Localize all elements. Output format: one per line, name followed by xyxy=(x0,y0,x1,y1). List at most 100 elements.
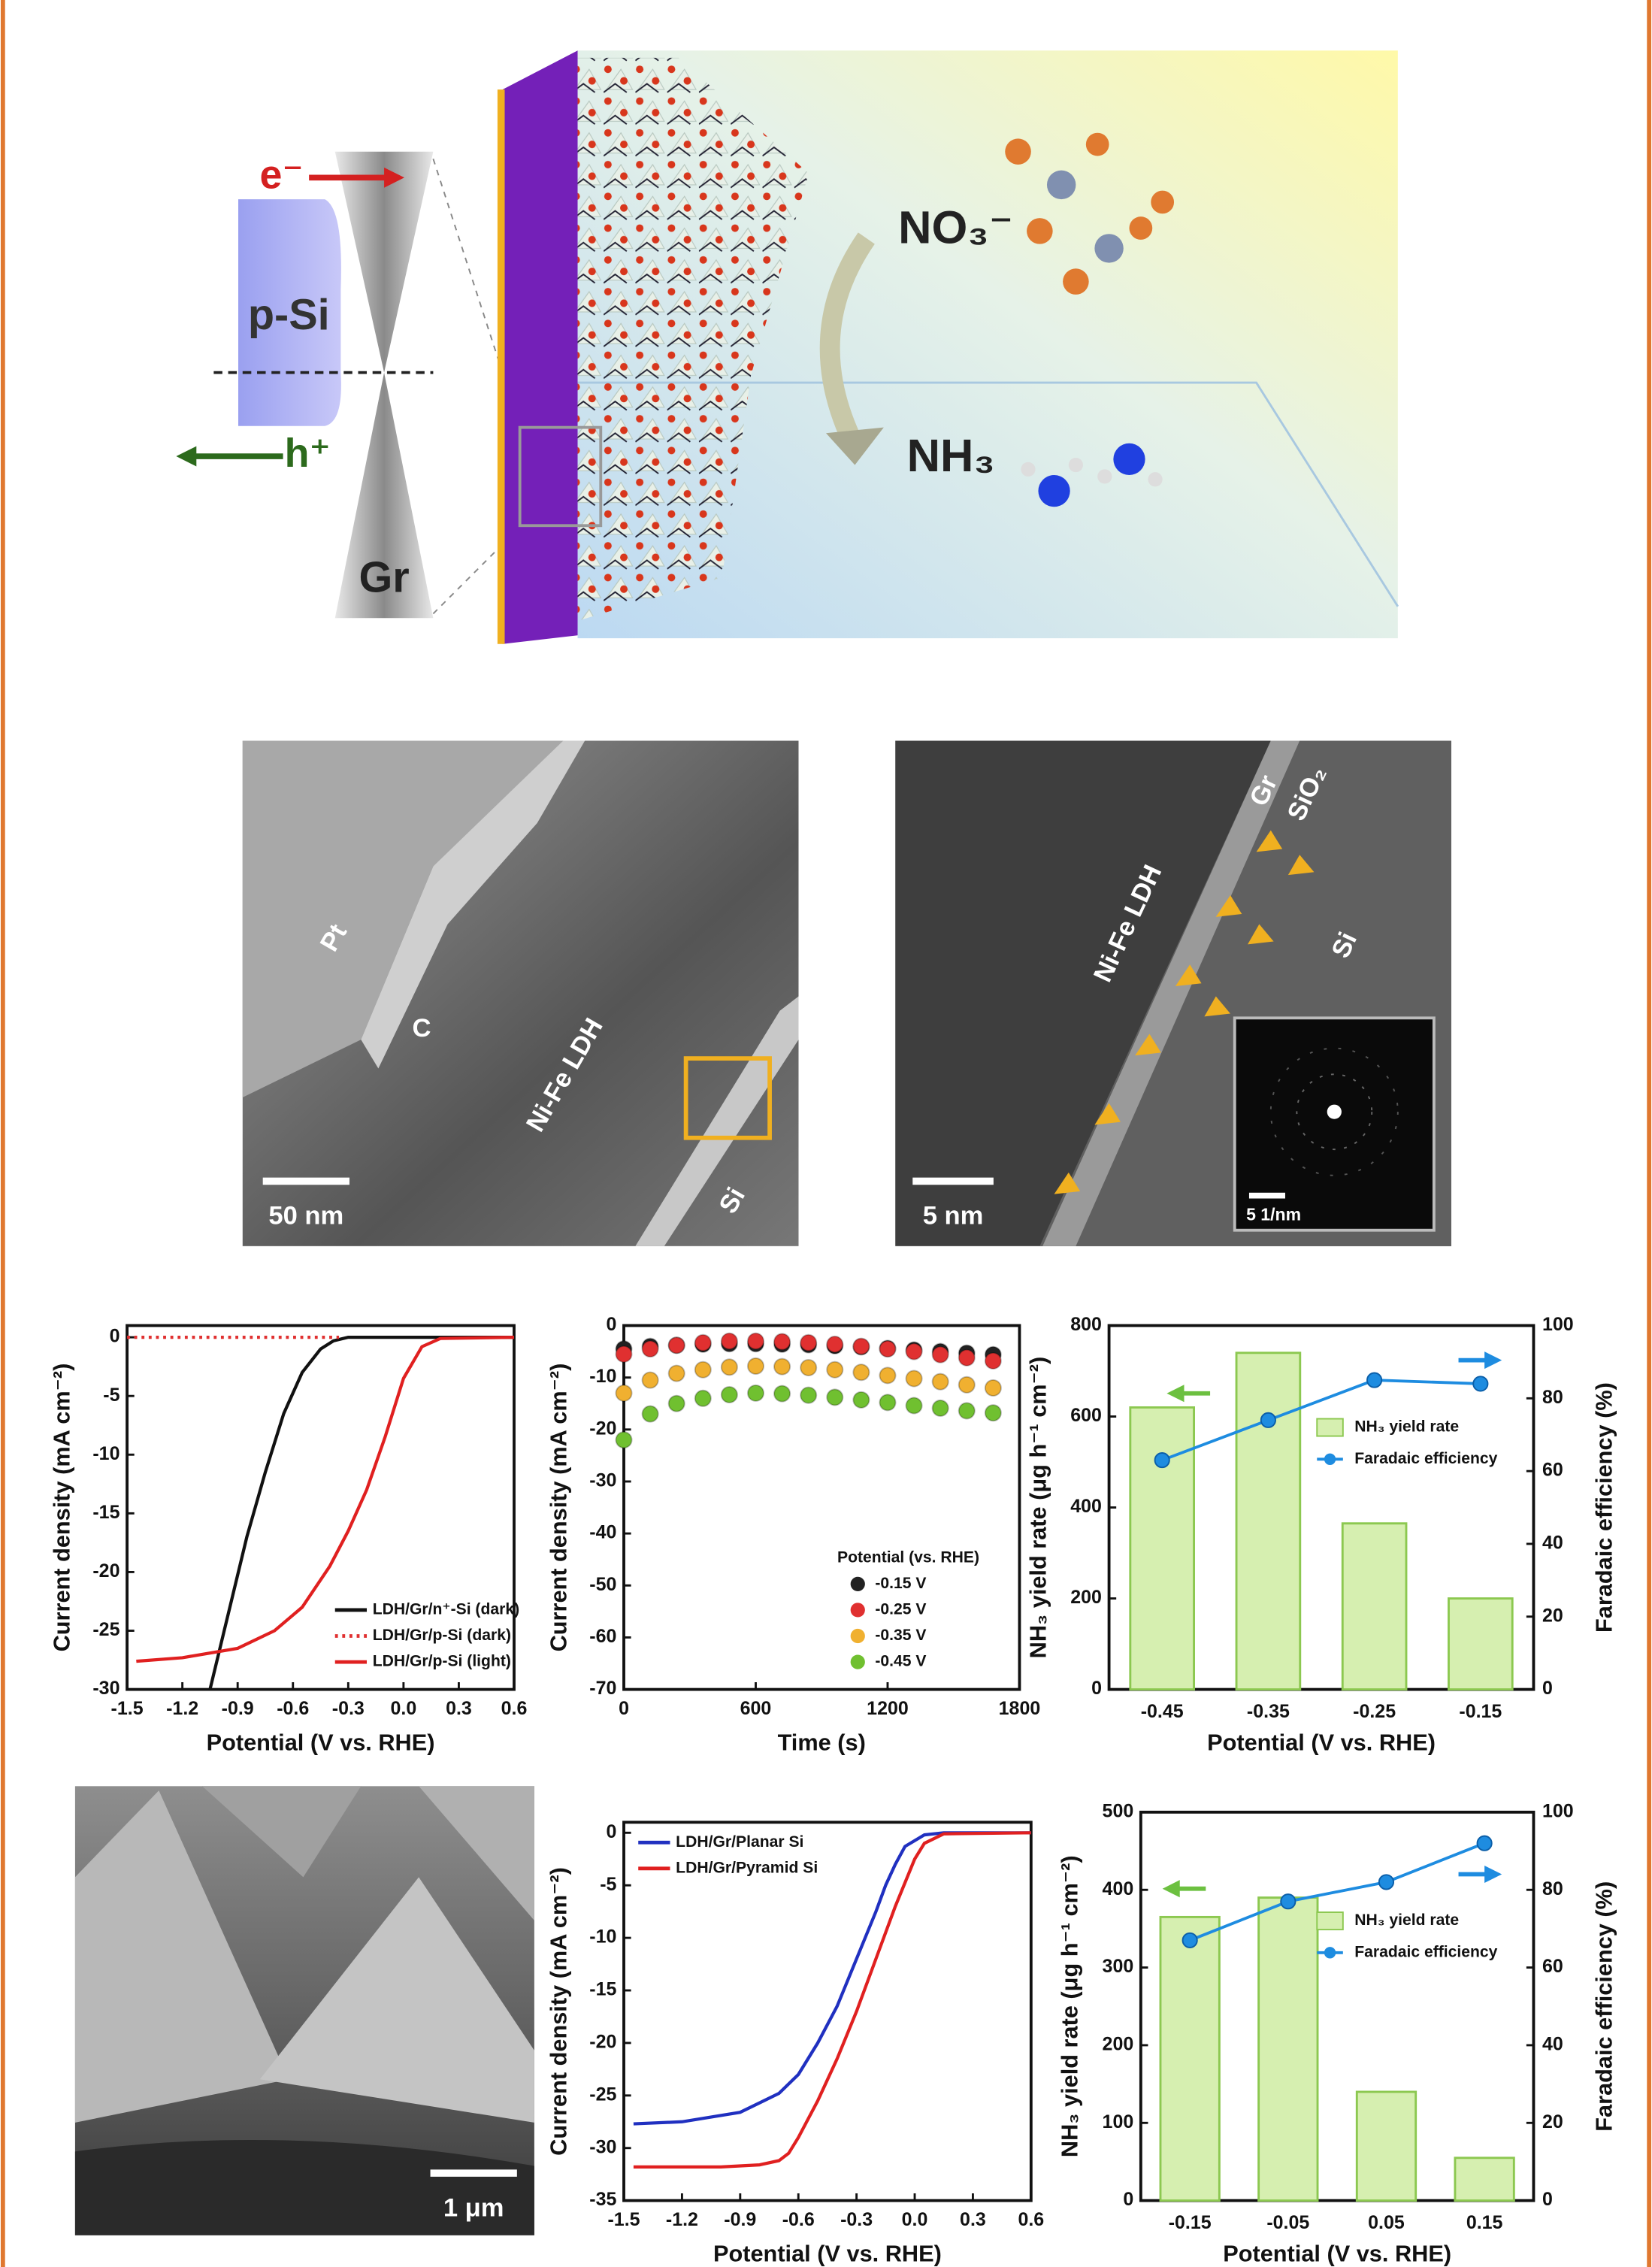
x-tick-label: 0 xyxy=(619,1698,629,1719)
plot-frame xyxy=(624,1822,1031,2200)
schematic: e⁻ h⁺ p-Si Gr NO₃⁻ NH₃ xyxy=(176,50,1397,644)
scatter-point xyxy=(722,1359,737,1375)
y-tick-label: 100 xyxy=(1103,2111,1134,2132)
x-tick-label: 1200 xyxy=(867,1698,909,1719)
y-tick-label: 600 xyxy=(1070,1405,1102,1426)
y-tick-label: -25 xyxy=(92,1619,120,1640)
bar xyxy=(1455,2158,1514,2201)
ammonia-label: NH₃ xyxy=(907,430,995,482)
scatter-point xyxy=(643,1341,658,1357)
legend-label: LDH/Gr/p-Si (light) xyxy=(373,1653,511,1670)
scatter-point xyxy=(827,1362,843,1378)
bar xyxy=(1259,1898,1318,2201)
y-tick-label: -25 xyxy=(589,2084,616,2105)
y-tick-label: -15 xyxy=(92,1502,120,1523)
bar xyxy=(1236,1353,1300,1690)
legend-swatch xyxy=(851,1654,865,1669)
line-point xyxy=(1261,1413,1275,1427)
legend-swatch xyxy=(1317,1912,1343,1930)
x-tick-label: -0.35 xyxy=(1247,1701,1290,1722)
series-line xyxy=(634,1833,1031,2167)
legend-swatch xyxy=(851,1629,865,1643)
legend-label: -0.15 V xyxy=(875,1575,926,1592)
y-axis-label: Current density (mA cm⁻²) xyxy=(49,1364,75,1652)
bar xyxy=(1357,2092,1415,2201)
x-tick-label: 0.6 xyxy=(501,1698,528,1719)
hole-label: h⁺ xyxy=(285,431,331,476)
y2-axis-label: Faradaic efficiency (%) xyxy=(1591,1881,1617,2132)
legend-label: -0.45 V xyxy=(875,1653,926,1670)
gr-label: Gr xyxy=(359,553,409,601)
y-tick-label: 800 xyxy=(1070,1314,1102,1335)
x-tick-label: -0.45 xyxy=(1141,1701,1184,1722)
y-axis-label: Current density (mA cm⁻²) xyxy=(546,1364,572,1652)
electron-label: e⁻ xyxy=(260,152,304,197)
x-tick-label: -0.25 xyxy=(1353,1701,1396,1722)
x-tick-label: -0.9 xyxy=(724,2209,756,2230)
scatter-point xyxy=(616,1432,631,1448)
y-axis-label: NH₃ yield rate (μg h⁻¹ cm⁻²) xyxy=(1024,1357,1051,1659)
scatter-point xyxy=(959,1350,975,1366)
scale-label: 1 μm xyxy=(443,2193,504,2222)
x-tick-label: -1.2 xyxy=(166,1698,198,1719)
y2-tick-label: 80 xyxy=(1542,1387,1563,1408)
scatter-point xyxy=(985,1353,1001,1369)
x-tick-label: -0.3 xyxy=(332,1698,365,1719)
y-tick-label: 0 xyxy=(1123,2189,1133,2210)
legend-swatch xyxy=(1324,1947,1336,1958)
scatter-point xyxy=(722,1333,737,1349)
bar xyxy=(1130,1407,1194,1689)
scatter-point xyxy=(695,1362,711,1378)
legend-label: Faradaic efficiency xyxy=(1354,1450,1497,1467)
y-tick-label: -20 xyxy=(92,1560,120,1581)
scatter-point xyxy=(695,1391,711,1406)
y2-tick-label: 80 xyxy=(1542,1878,1563,1899)
scatter-point xyxy=(827,1336,843,1352)
line-point xyxy=(1281,1894,1295,1908)
x-axis-label: Time (s) xyxy=(778,1730,866,1756)
silicon-slab xyxy=(503,50,578,644)
x-tick-label: 0.0 xyxy=(391,1698,417,1719)
scatter-point xyxy=(853,1392,869,1408)
scatter-point xyxy=(906,1344,922,1360)
line-point xyxy=(1155,1453,1169,1467)
bar xyxy=(1448,1599,1512,1690)
x-axis-label: Potential (V vs. RHE) xyxy=(207,1730,435,1756)
legend-label: LDH/Gr/p-Si (dark) xyxy=(373,1627,511,1644)
line-point xyxy=(1478,1836,1492,1851)
y2-tick-label: 60 xyxy=(1542,1460,1563,1481)
scatter-point xyxy=(827,1389,843,1405)
x-tick-label: -0.3 xyxy=(840,2209,873,2230)
legend-label: Faradaic efficiency xyxy=(1354,1943,1497,1960)
legend-label: LDH/Gr/Pyramid Si xyxy=(676,1859,818,1876)
x-axis-label: Potential (V vs. RHE) xyxy=(1207,1730,1436,1756)
x-tick-label: 0.15 xyxy=(1466,2212,1503,2233)
x-tick-label: -0.6 xyxy=(277,1698,309,1719)
x-tick-label: 600 xyxy=(740,1698,772,1719)
x-tick-label: 1800 xyxy=(999,1698,1041,1719)
y2-axis-label: Faradaic efficiency (%) xyxy=(1591,1382,1617,1633)
legend-swatch xyxy=(1324,1454,1336,1465)
bar xyxy=(1160,1917,1219,2200)
x-tick-label: -0.15 xyxy=(1459,1701,1502,1722)
y-tick-label: -70 xyxy=(589,1678,616,1699)
scatter-point xyxy=(695,1335,711,1351)
scatter-point xyxy=(669,1337,685,1353)
y2-tick-label: 40 xyxy=(1542,2034,1563,2055)
nitrate-label: NO₃⁻ xyxy=(898,202,1013,254)
y-tick-label: -5 xyxy=(103,1385,120,1406)
tem-label: C xyxy=(413,1014,431,1043)
legend-label: -0.25 V xyxy=(875,1601,926,1618)
scatter-point xyxy=(669,1396,685,1412)
x-axis-label: Potential (V vs. RHE) xyxy=(713,2241,942,2267)
y-axis-label: NH₃ yield rate (μg h⁻¹ cm⁻²) xyxy=(1057,1855,1083,2157)
scatter-point xyxy=(748,1333,764,1349)
line-point xyxy=(1473,1376,1487,1391)
y-tick-label: -35 xyxy=(589,2189,616,2210)
scatter-point xyxy=(748,1358,764,1374)
page: NH3 photoelectrochemistry figure html, b… xyxy=(0,0,1652,2267)
scatter-point xyxy=(800,1360,816,1376)
scatter-point xyxy=(853,1339,869,1354)
figure: e⁻ h⁺ p-Si Gr NO₃⁻ NH₃ Pt C xyxy=(0,0,1652,2267)
x-tick-label: -1.5 xyxy=(607,2209,640,2230)
